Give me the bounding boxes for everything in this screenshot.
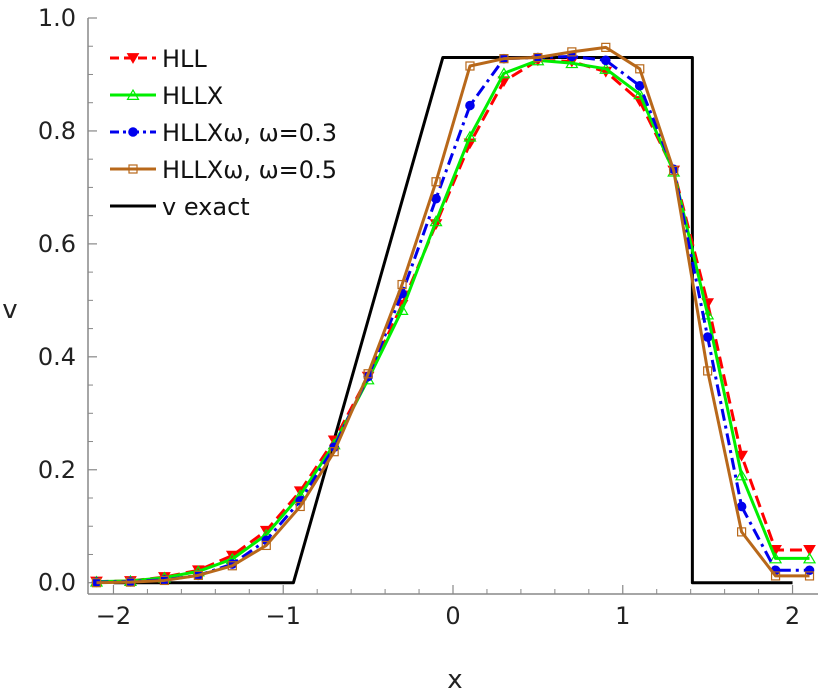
data-point — [702, 332, 713, 342]
x-tick-label: 1 — [615, 602, 630, 630]
data-point — [634, 80, 645, 91]
y-tick-label: 1.0 — [38, 4, 76, 32]
data-point — [601, 42, 611, 52]
y-tick-label: 0.4 — [38, 343, 76, 371]
series-line — [96, 45, 810, 585]
data-point — [126, 88, 140, 101]
data-point — [701, 308, 715, 320]
data-point — [635, 64, 645, 74]
data-point — [736, 501, 747, 512]
data-point — [431, 193, 441, 204]
legend-item: v exact — [110, 193, 250, 221]
legend-label: HLL — [162, 45, 207, 73]
data-point — [227, 561, 237, 571]
x-tick-label: 0 — [445, 602, 460, 630]
legend-item: HLLX — [110, 82, 223, 110]
x-axis-ticks: −2 −1 0 1 2 — [96, 585, 800, 630]
data-point — [363, 369, 373, 379]
series-layer — [89, 42, 817, 588]
data-point — [159, 575, 169, 586]
y-tick-label: 0.0 — [38, 569, 76, 597]
data-point — [499, 54, 509, 64]
data-point — [770, 571, 781, 581]
data-point — [397, 279, 407, 290]
data-point — [463, 130, 477, 142]
y-axis-label: v — [2, 295, 17, 325]
data-point — [735, 469, 749, 481]
data-point — [669, 165, 679, 176]
y-tick-label: 0.6 — [38, 230, 76, 258]
data-point — [128, 127, 138, 137]
series-3 — [91, 42, 815, 588]
y-tick-label: 0.8 — [38, 117, 76, 145]
data-point — [600, 55, 611, 66]
data-point — [803, 545, 816, 556]
data-point — [465, 100, 475, 111]
data-point — [633, 88, 647, 100]
data-point — [533, 52, 543, 63]
legend-item: HLLXω, ω=0.5 — [110, 156, 337, 184]
data-point — [431, 177, 441, 187]
data-point — [567, 47, 577, 57]
data-point — [802, 552, 817, 564]
data-point — [465, 61, 475, 71]
x-axis-label: x — [447, 665, 462, 695]
data-point — [769, 552, 783, 564]
data-point — [395, 303, 409, 315]
data-point — [295, 501, 305, 512]
data-point — [128, 164, 138, 174]
data-point — [125, 577, 136, 587]
legend-label: HLLXω, ω=0.5 — [162, 156, 337, 184]
data-point — [126, 53, 140, 64]
data-point — [737, 527, 747, 537]
data-point — [804, 571, 815, 581]
legend-item: HLL — [110, 45, 207, 73]
data-point — [599, 62, 613, 74]
x-tick-label: 2 — [785, 602, 800, 630]
legend: HLL HLLX HLLXω, ω=0.3 HLLXω, ω=0.5 v exact — [110, 45, 337, 221]
data-point — [804, 565, 815, 576]
legend-label: v exact — [162, 193, 250, 221]
legend-label: HLLX — [162, 82, 223, 110]
series-line — [96, 58, 810, 584]
data-point — [429, 215, 443, 227]
data-point — [261, 540, 271, 551]
legend-label: HLLXω, ω=0.3 — [162, 119, 337, 147]
legend-item: HLLXω, ω=0.3 — [110, 119, 337, 147]
data-point — [497, 67, 511, 79]
y-tick-label: 0.2 — [38, 456, 76, 484]
data-point — [193, 570, 203, 580]
data-point — [329, 447, 339, 457]
y-axis-ticks: 0.0 0.2 0.4 0.6 0.8 1.0 — [38, 4, 97, 597]
x-tick-label: −1 — [266, 602, 301, 630]
data-point — [565, 57, 579, 69]
x-tick-label: −2 — [96, 602, 131, 630]
data-point — [703, 366, 713, 376]
data-point — [91, 578, 102, 588]
